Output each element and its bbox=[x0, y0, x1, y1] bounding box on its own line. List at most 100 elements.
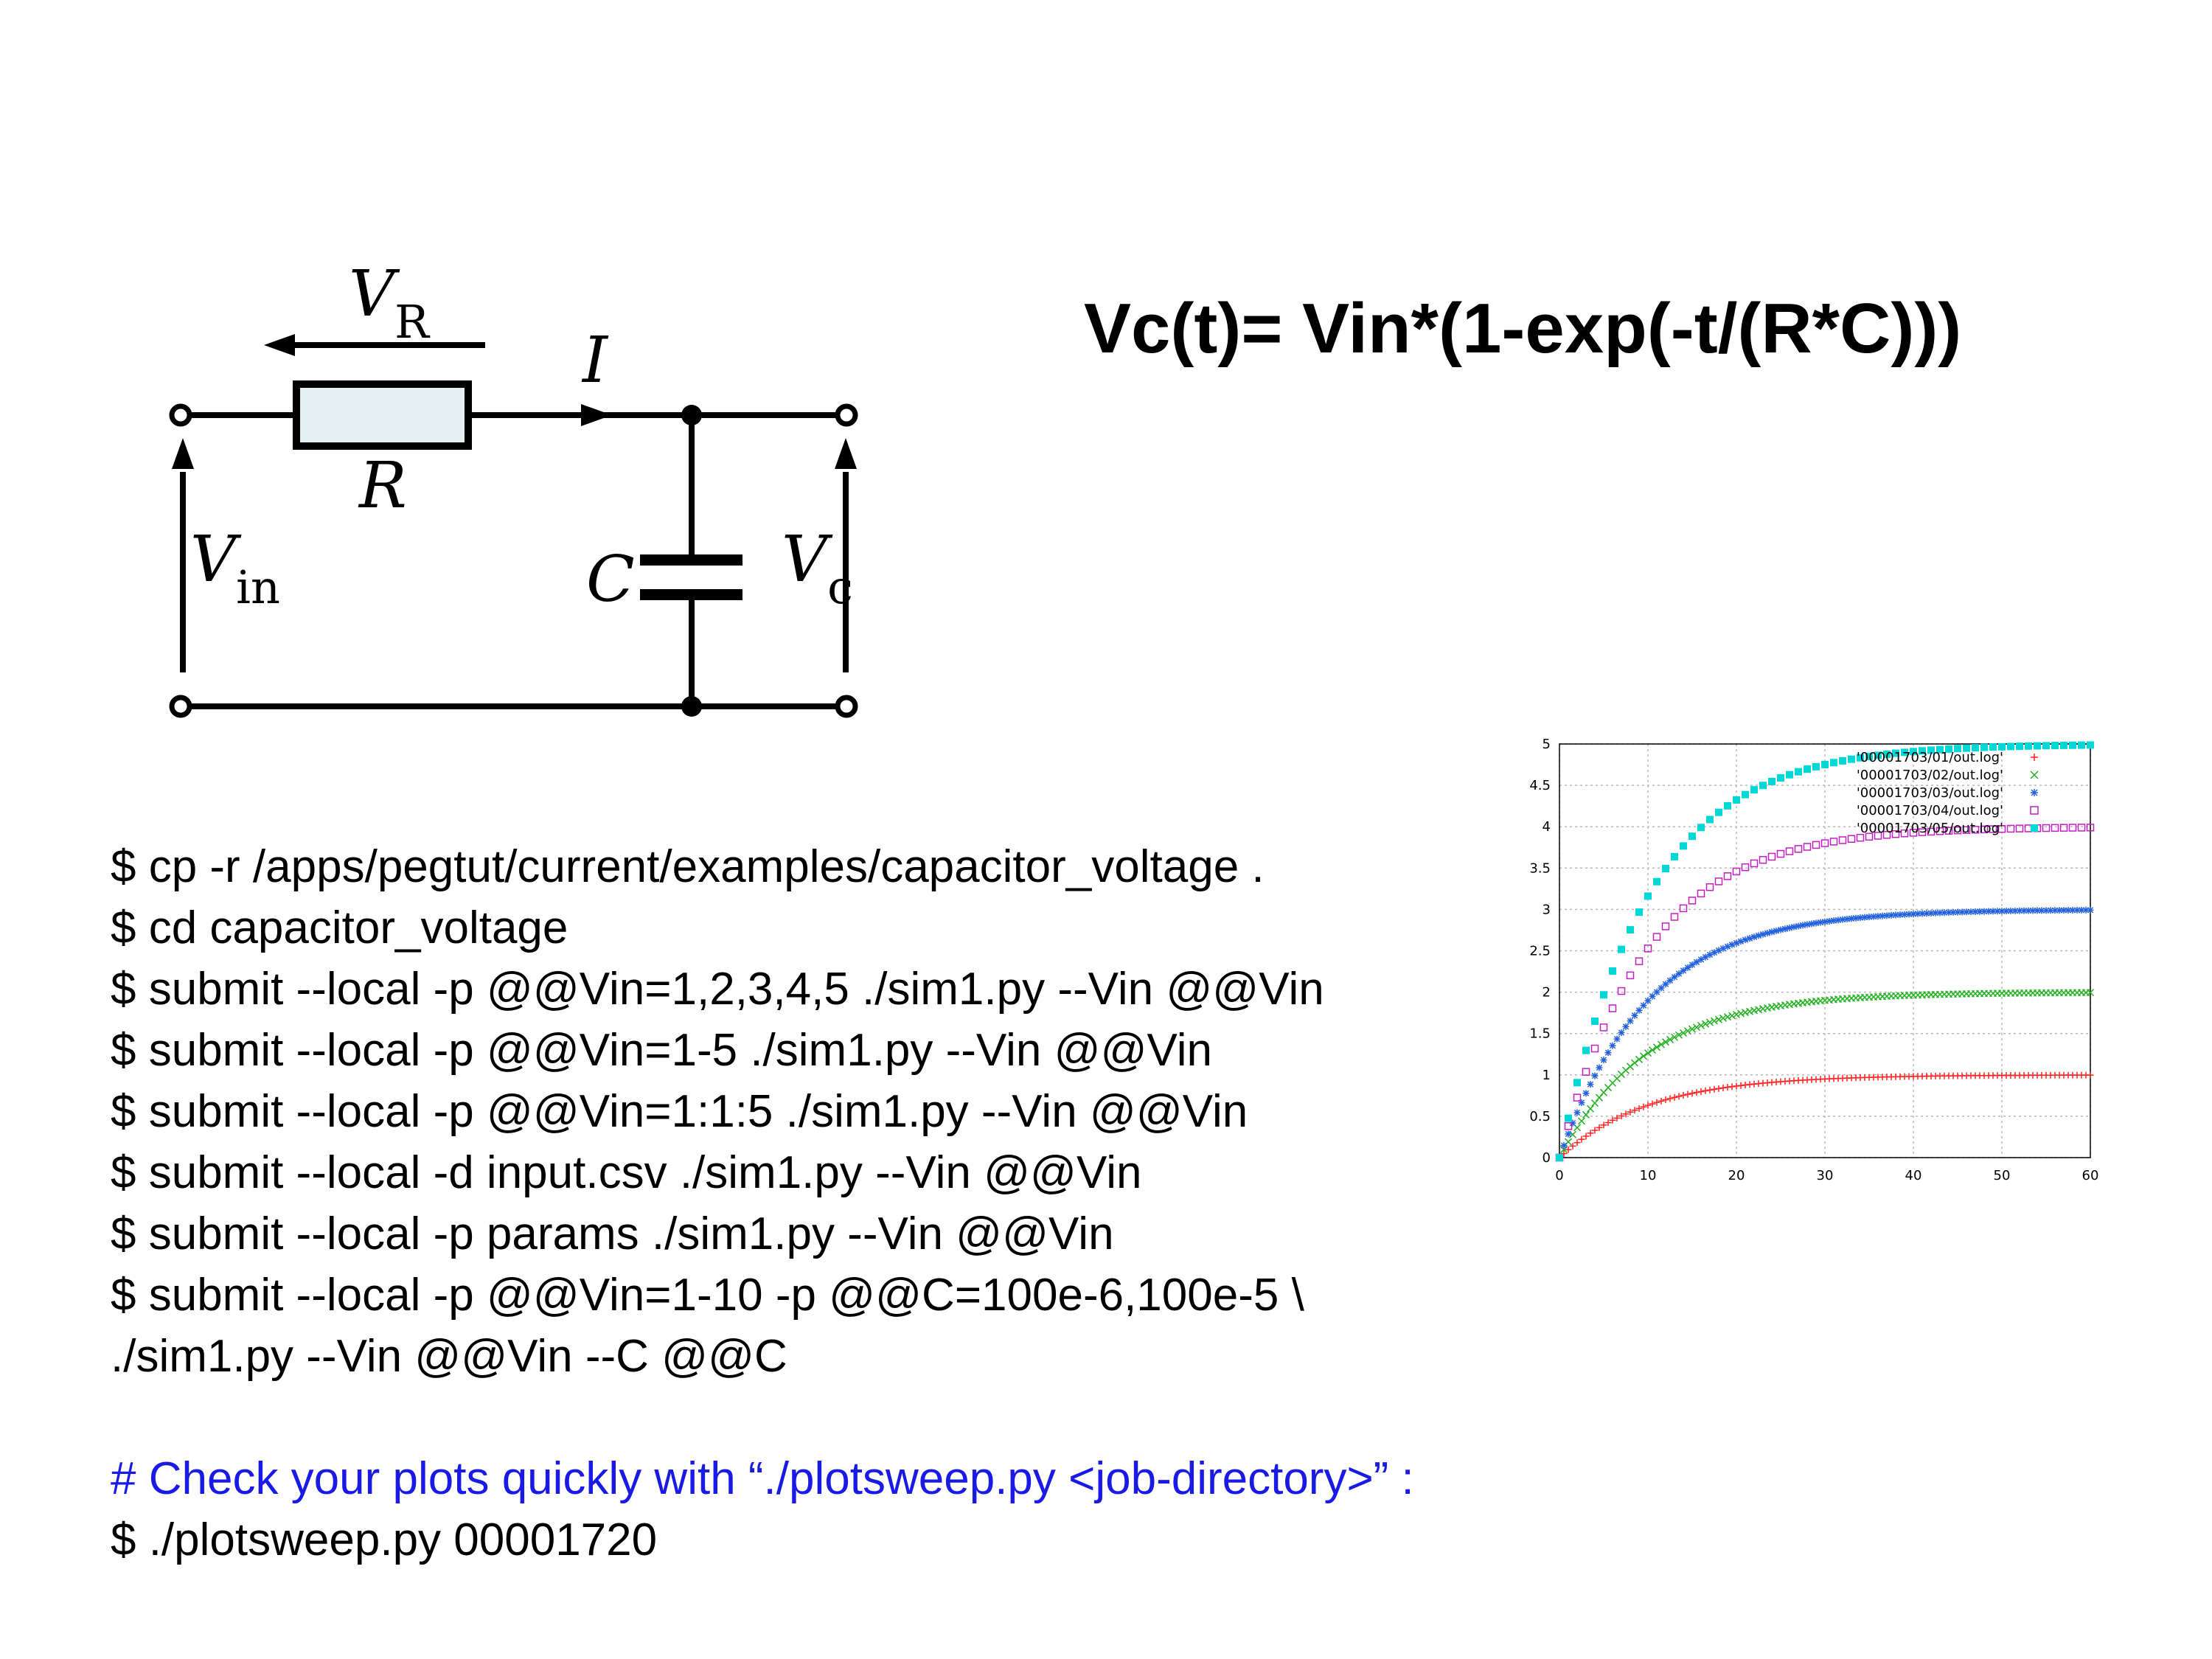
data-point bbox=[1596, 1124, 1603, 1131]
data-point bbox=[1662, 864, 1669, 872]
data-point bbox=[1883, 912, 1891, 919]
command-line: $ submit --local -p @@Vin=1:1:5 ./sim1.p… bbox=[111, 1086, 1248, 1137]
data-point bbox=[1710, 1017, 1719, 1025]
capacitor-plate-top bbox=[640, 554, 742, 566]
data-series bbox=[1556, 906, 2094, 1161]
data-point bbox=[1671, 1093, 1678, 1101]
voltage-sweep-chart: 0 10 20 30 40 50 60 0 0.5 1 1.5 2 2.5 3 3.5 4 4.5 5 '0000… bbox=[1529, 737, 2098, 1183]
data-point bbox=[1795, 768, 1802, 776]
data-point bbox=[1773, 927, 1780, 934]
data-point bbox=[1631, 1107, 1638, 1114]
data-point bbox=[1591, 1018, 1599, 1026]
x-tick-label: 30 bbox=[1817, 1168, 1834, 1183]
x-tick-label: 20 bbox=[1728, 1168, 1745, 1183]
data-point bbox=[1692, 1023, 1701, 1032]
data-point bbox=[1627, 1108, 1634, 1116]
data-point bbox=[1799, 922, 1806, 929]
data-point bbox=[1626, 1062, 1635, 1071]
label-vc: Vc bbox=[782, 523, 853, 614]
data-point bbox=[1600, 991, 1607, 999]
data-point bbox=[1706, 815, 1714, 824]
data-point bbox=[1573, 1139, 1581, 1147]
data-point bbox=[1697, 1021, 1705, 1029]
data-point bbox=[1759, 855, 1767, 864]
y-tick-label: 1.5 bbox=[1529, 1026, 1551, 1042]
data-point bbox=[2078, 741, 2085, 749]
data-point bbox=[1674, 1031, 1683, 1039]
data-point bbox=[1759, 931, 1767, 938]
data-point bbox=[2025, 742, 2032, 750]
data-point bbox=[1719, 1014, 1728, 1022]
data-point bbox=[1919, 747, 1926, 755]
data-point bbox=[1675, 1093, 1683, 1100]
data-point bbox=[1927, 746, 1935, 754]
data-point bbox=[1839, 916, 1846, 923]
data-point bbox=[1658, 1097, 1665, 1105]
data-point bbox=[1582, 1133, 1590, 1140]
data-point bbox=[1666, 1035, 1674, 1043]
data-point bbox=[1600, 1057, 1607, 1064]
command-line: $ cp -r /apps/pegtut/current/examples/ca… bbox=[111, 841, 1265, 892]
x-tick-label: 40 bbox=[1905, 1168, 1922, 1183]
data-point bbox=[1874, 751, 1882, 759]
data-point bbox=[1891, 830, 1900, 838]
data-point bbox=[2006, 824, 2015, 833]
data-point bbox=[1962, 826, 1971, 834]
data-point bbox=[2068, 824, 2077, 832]
data-point bbox=[1723, 872, 1732, 880]
y-tick-label: 2.5 bbox=[1529, 944, 1551, 959]
data-point bbox=[1644, 1102, 1652, 1109]
data-point bbox=[1680, 842, 1687, 850]
command-listing: $ cp -r /apps/pegtut/current/examples/ca… bbox=[111, 836, 1414, 1571]
data-point bbox=[1736, 1009, 1745, 1018]
data-point bbox=[1635, 908, 1643, 917]
data-point bbox=[1666, 977, 1674, 984]
data-point bbox=[2086, 989, 2095, 997]
data-point bbox=[1750, 1006, 1759, 1015]
data-point bbox=[1786, 924, 1793, 931]
data-point bbox=[1777, 774, 1784, 782]
data-point bbox=[1989, 825, 1997, 833]
data-point bbox=[1670, 913, 1679, 921]
data-point bbox=[1702, 1087, 1709, 1094]
data-point bbox=[1653, 877, 1660, 886]
data-point bbox=[1688, 1025, 1697, 1033]
command-line: $ submit --local -d input.csv ./sim1.py … bbox=[111, 1147, 1142, 1198]
data-point bbox=[1604, 1119, 1612, 1127]
data-point bbox=[1785, 847, 1794, 855]
data-point bbox=[2030, 771, 2039, 779]
data-point bbox=[1936, 745, 1944, 754]
data-point bbox=[1590, 1099, 1599, 1107]
data-point bbox=[1724, 1084, 1731, 1091]
data-point bbox=[1826, 917, 1833, 925]
data-point bbox=[1577, 1117, 1586, 1125]
data-point bbox=[1640, 1103, 1647, 1110]
data-point bbox=[1971, 826, 1980, 834]
data-point bbox=[1565, 1130, 1572, 1138]
data-point bbox=[1715, 1085, 1722, 1092]
data-point bbox=[1697, 956, 1705, 963]
data-point bbox=[1644, 945, 1652, 953]
data-series bbox=[1556, 741, 2094, 1161]
data-point bbox=[1972, 744, 1979, 752]
data-point bbox=[1578, 1099, 1585, 1107]
data-point bbox=[1587, 1130, 1594, 1137]
data-point bbox=[1865, 752, 1873, 760]
data-point bbox=[1590, 1044, 1599, 1053]
data-point bbox=[2042, 824, 2051, 832]
data-point bbox=[1626, 971, 1635, 980]
terminal-bottom-left bbox=[169, 695, 192, 718]
capacitor-plate-bottom bbox=[640, 589, 742, 600]
command-line: $ submit --local -p @@Vin=1-10 -p @@C=10… bbox=[111, 1270, 1304, 1321]
data-point bbox=[1662, 1096, 1669, 1104]
data-point bbox=[2051, 742, 2059, 750]
data-point bbox=[1848, 755, 1855, 763]
data-point bbox=[1683, 1027, 1692, 1035]
data-point bbox=[1639, 1052, 1648, 1060]
data-point bbox=[1767, 852, 1776, 861]
data-point bbox=[1714, 1015, 1723, 1023]
data-point bbox=[1609, 967, 1616, 975]
x-tick-label: 10 bbox=[1640, 1168, 1657, 1183]
data-point bbox=[1901, 748, 1908, 757]
data-point bbox=[1680, 967, 1687, 974]
